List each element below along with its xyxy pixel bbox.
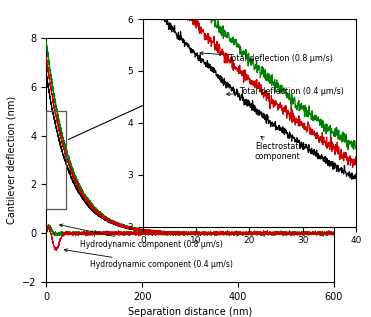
Text: Electrostatic
component: Electrostatic component [255,136,305,161]
Text: Total deflection (0.4 μm/s): Total deflection (0.4 μm/s) [227,87,344,96]
Bar [46,111,66,209]
Text: Hydrodynamic component (0.4 μm/s): Hydrodynamic component (0.4 μm/s) [65,249,232,269]
Y-axis label: Cantilever deflection (nm): Cantilever deflection (nm) [7,96,17,224]
Text: Hydrodynamic component (0.8 μm/s): Hydrodynamic component (0.8 μm/s) [60,224,223,249]
X-axis label: Separation distance (nm): Separation distance (nm) [128,307,252,317]
Text: Total deflection (0.8 μm/s): Total deflection (0.8 μm/s) [200,52,333,62]
